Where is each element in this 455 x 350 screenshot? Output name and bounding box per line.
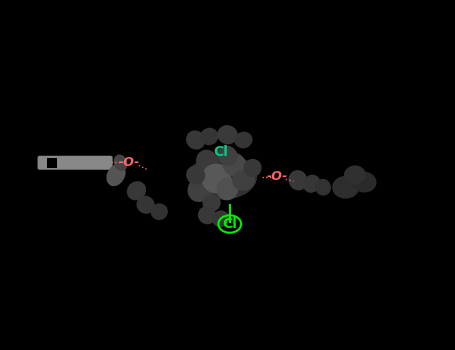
Ellipse shape xyxy=(232,170,255,191)
Ellipse shape xyxy=(186,166,205,184)
Ellipse shape xyxy=(196,150,218,172)
Ellipse shape xyxy=(106,164,126,186)
Ellipse shape xyxy=(136,196,155,214)
Ellipse shape xyxy=(217,178,238,200)
Ellipse shape xyxy=(222,153,246,176)
Ellipse shape xyxy=(201,164,231,193)
Ellipse shape xyxy=(151,203,168,220)
Ellipse shape xyxy=(243,159,262,177)
Ellipse shape xyxy=(187,176,213,202)
Ellipse shape xyxy=(114,154,127,171)
Text: Cl: Cl xyxy=(213,145,228,159)
Ellipse shape xyxy=(217,125,238,144)
FancyBboxPatch shape xyxy=(37,156,113,170)
Ellipse shape xyxy=(200,128,218,145)
Ellipse shape xyxy=(344,166,366,184)
Ellipse shape xyxy=(351,172,377,193)
Ellipse shape xyxy=(189,154,257,199)
Ellipse shape xyxy=(288,170,308,190)
Ellipse shape xyxy=(202,194,221,212)
Text: Cl: Cl xyxy=(222,217,237,231)
Bar xyxy=(47,158,57,168)
Ellipse shape xyxy=(315,179,331,196)
Ellipse shape xyxy=(303,175,320,193)
Ellipse shape xyxy=(212,210,229,227)
Ellipse shape xyxy=(234,132,253,148)
Ellipse shape xyxy=(332,176,359,198)
Ellipse shape xyxy=(198,206,216,224)
Ellipse shape xyxy=(217,146,238,166)
Ellipse shape xyxy=(186,131,205,149)
Ellipse shape xyxy=(127,181,146,200)
Text: -O-: -O- xyxy=(119,156,140,169)
Text: -O-: -O- xyxy=(267,170,288,183)
